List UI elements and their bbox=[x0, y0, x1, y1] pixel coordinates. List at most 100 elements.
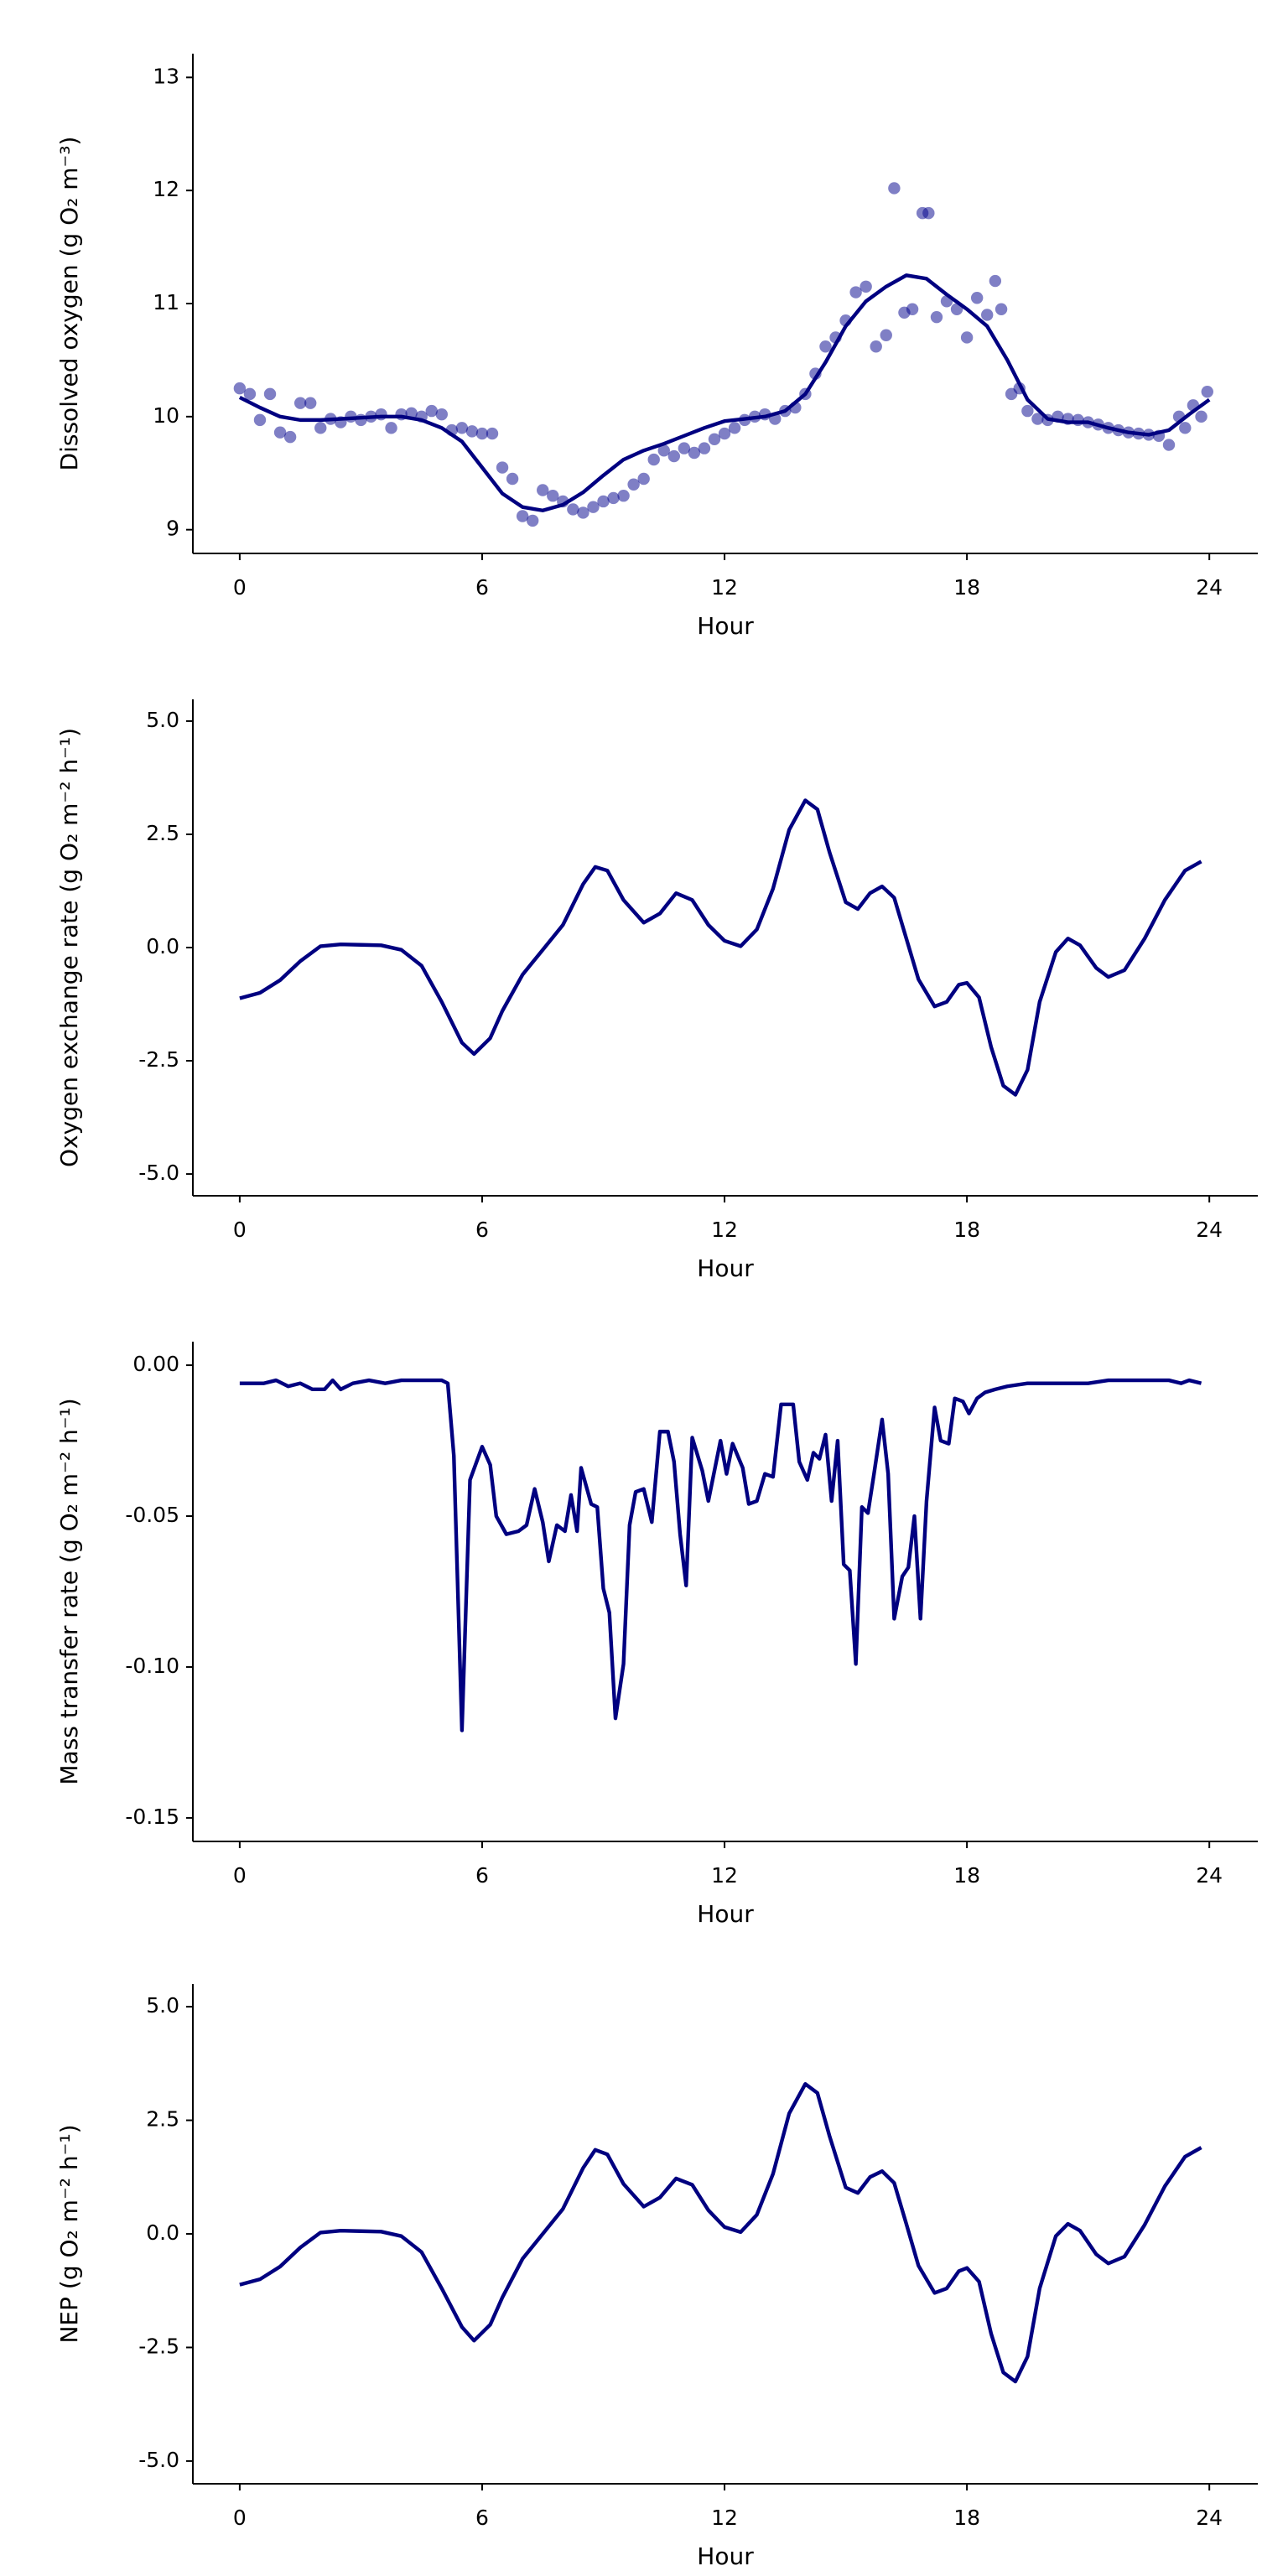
data-point bbox=[233, 382, 247, 395]
x-tick-label: 6 bbox=[475, 575, 489, 600]
data-point bbox=[970, 292, 984, 304]
data-point bbox=[647, 453, 660, 466]
data-point bbox=[475, 427, 489, 440]
y-tick-label: 2.5 bbox=[146, 2107, 179, 2132]
data-point bbox=[283, 430, 297, 444]
y-tick-label: -2.5 bbox=[138, 2334, 179, 2358]
y-axis-label: Dissolved oxygen (g O₂ m⁻³) bbox=[55, 137, 83, 471]
y-tick-label: 13 bbox=[153, 64, 179, 88]
data-point bbox=[688, 446, 701, 460]
x-tick-label: 12 bbox=[711, 1218, 738, 1242]
data-point bbox=[1179, 422, 1192, 434]
data-point bbox=[506, 472, 519, 486]
x-axis-label: Hour bbox=[697, 1254, 754, 1282]
line bbox=[238, 273, 1211, 512]
data-point bbox=[718, 427, 731, 440]
y-tick-label: 11 bbox=[153, 290, 179, 314]
y-tick-label: 0.0 bbox=[146, 2220, 179, 2245]
x-tick-label: 18 bbox=[953, 2506, 980, 2530]
x-tick-label: 0 bbox=[233, 1863, 247, 1888]
data-point bbox=[930, 310, 943, 324]
data-point bbox=[728, 422, 741, 434]
x-tick-label: 18 bbox=[953, 1863, 980, 1888]
data-point bbox=[465, 425, 479, 438]
y-tick-label: 12 bbox=[153, 177, 179, 201]
data-point bbox=[708, 433, 721, 446]
data-point bbox=[1072, 413, 1084, 427]
x-axis-label: Hour bbox=[697, 612, 754, 640]
data-point bbox=[860, 280, 872, 293]
x-tick-label: 12 bbox=[711, 1863, 738, 1888]
y-tick-label: 2.5 bbox=[146, 821, 179, 845]
y-tick-label: 5.0 bbox=[146, 708, 179, 732]
y-tick-label: -0.05 bbox=[125, 1503, 179, 1527]
data-point bbox=[698, 442, 711, 454]
data-point bbox=[637, 472, 650, 486]
x-tick-label: 24 bbox=[1196, 1218, 1223, 1242]
x-tick-label: 6 bbox=[475, 2506, 489, 2530]
data-point bbox=[1162, 439, 1176, 451]
x-axis-label: Hour bbox=[697, 1900, 754, 1928]
data-point bbox=[263, 387, 277, 401]
x-tick-label: 0 bbox=[233, 2506, 247, 2530]
y-tick-label: 0.00 bbox=[132, 1352, 179, 1376]
data-point bbox=[435, 408, 448, 421]
data-point bbox=[989, 274, 1002, 288]
y-tick-label: -5.0 bbox=[138, 1161, 179, 1185]
data-point bbox=[496, 461, 509, 474]
data-point bbox=[1201, 385, 1213, 398]
y-axis-label: Mass transfer rate (g O₂ m⁻² h⁻¹) bbox=[55, 1398, 83, 1784]
data-point bbox=[657, 444, 670, 457]
data-point bbox=[385, 422, 397, 434]
x-tick-label: 0 bbox=[233, 575, 247, 600]
y-tick-label: -0.10 bbox=[125, 1654, 179, 1678]
y-tick-label: 0.0 bbox=[146, 934, 179, 958]
y-tick-label: 9 bbox=[166, 517, 179, 541]
data-point bbox=[880, 329, 892, 341]
x-tick-label: 24 bbox=[1196, 2506, 1223, 2530]
data-point bbox=[425, 404, 438, 418]
data-point bbox=[960, 331, 974, 344]
data-point bbox=[516, 510, 529, 522]
data-point bbox=[293, 397, 307, 409]
data-point bbox=[627, 478, 640, 491]
data-point bbox=[537, 484, 549, 496]
y-tick-label: -0.15 bbox=[125, 1805, 179, 1829]
data-point bbox=[617, 490, 630, 502]
data-point bbox=[995, 303, 1008, 315]
data-point bbox=[922, 206, 935, 220]
x-tick-label: 12 bbox=[711, 575, 738, 600]
data-point bbox=[243, 387, 257, 401]
x-tick-label: 6 bbox=[475, 1863, 489, 1888]
data-point bbox=[906, 303, 919, 315]
x-tick-label: 18 bbox=[953, 575, 980, 600]
data-point bbox=[888, 182, 901, 195]
data-point bbox=[678, 442, 691, 454]
data-point bbox=[304, 397, 317, 409]
data-point bbox=[981, 309, 994, 321]
y-axis-label: NEP (g O₂ m⁻² h⁻¹) bbox=[55, 2124, 83, 2343]
data-point bbox=[253, 413, 267, 427]
y-tick-label: 10 bbox=[153, 403, 179, 428]
line bbox=[239, 798, 1202, 1097]
data-point bbox=[314, 422, 327, 434]
data-point bbox=[547, 490, 559, 502]
data-point bbox=[667, 449, 681, 463]
data-point bbox=[486, 427, 499, 440]
x-tick-label: 6 bbox=[475, 1218, 489, 1242]
data-point bbox=[1031, 413, 1044, 425]
x-tick-label: 24 bbox=[1196, 1863, 1223, 1888]
x-tick-label: 12 bbox=[711, 2506, 738, 2530]
line bbox=[239, 1378, 1202, 1732]
x-tick-label: 18 bbox=[953, 1218, 980, 1242]
line bbox=[239, 2082, 1202, 2384]
data-point bbox=[597, 495, 610, 508]
data-point bbox=[870, 340, 882, 353]
data-point bbox=[587, 501, 600, 513]
y-tick-label: 5.0 bbox=[146, 1993, 179, 2018]
x-tick-label: 0 bbox=[233, 1218, 247, 1242]
data-point bbox=[567, 503, 579, 516]
data-point bbox=[1195, 410, 1208, 423]
